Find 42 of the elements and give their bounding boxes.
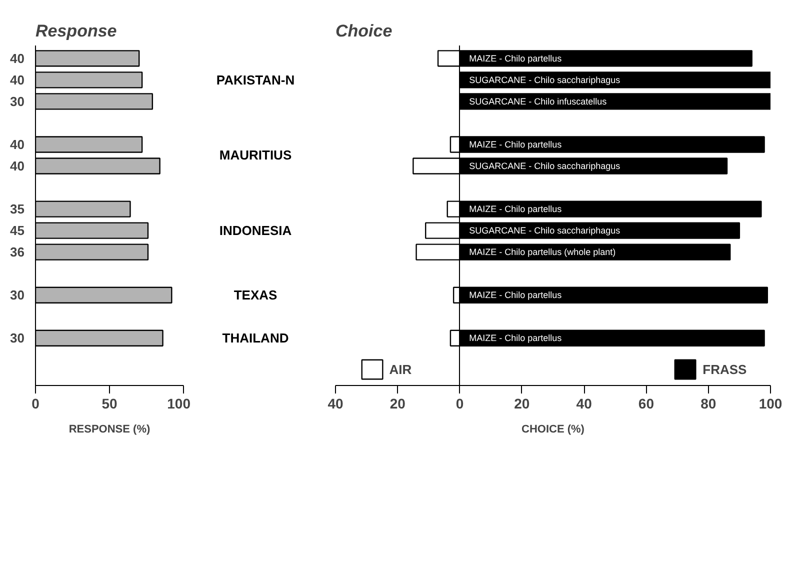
legend-label: FRASS	[702, 362, 747, 376]
x-tick-label: 40	[576, 396, 592, 412]
y-tick-label: 36	[10, 244, 25, 260]
x-axis-title: RESPONSE (%)	[68, 424, 150, 436]
y-tick-label: SUGARCANE - Chilo sacchariphagus	[469, 74, 621, 85]
x-tick-label: 20	[514, 396, 530, 412]
y-tick-label: 40	[10, 136, 25, 152]
text: TEXAS	[234, 288, 278, 303]
text: INDONESIA	[219, 223, 292, 238]
chart-title: Response	[36, 22, 117, 40]
y-tick-label: 45	[10, 223, 25, 238]
text: PAKISTAN-N	[216, 72, 295, 88]
text: MAURITIUS	[219, 148, 292, 163]
x-tick-label: 20	[390, 396, 406, 412]
y-tick-label: MAIZE - Chilo partellus	[469, 53, 562, 64]
y-tick-label: 30	[10, 330, 25, 346]
y-tick-label: 30	[10, 288, 25, 303]
y-tick-label: MAIZE - Chilo partellus	[469, 204, 562, 214]
x-tick-label: 0	[456, 396, 464, 412]
x-tick-label: 100	[167, 396, 191, 412]
text: THAILAND	[222, 330, 289, 346]
y-tick-label: SUGARCANE - Chilo sacchariphagus	[469, 161, 621, 172]
x-tick-label: 100	[758, 396, 782, 412]
x-tick-label: 40	[328, 396, 344, 412]
chart-title: Choice	[336, 22, 392, 40]
y-tick-label: 35	[10, 202, 25, 217]
x-tick-label: 80	[700, 396, 716, 412]
x-axis-title: CHOICE (%)	[522, 424, 585, 436]
legend-label: AIR	[389, 362, 412, 376]
y-tick-label: 30	[10, 94, 25, 109]
y-tick-label: SUGARCANE - Chilo sacchariphagus	[469, 226, 621, 236]
y-tick-label: MAIZE - Chilo partellus	[469, 290, 562, 300]
y-tick-label: 40	[10, 50, 25, 66]
y-tick-label: MAIZE - Chilo partellus (whole plant)	[469, 247, 616, 258]
y-tick-label: 40	[10, 72, 25, 88]
x-tick-label: 0	[32, 396, 40, 412]
x-tick-label: 50	[102, 396, 118, 412]
y-tick-label: 40	[10, 158, 25, 174]
x-tick-label: 60	[638, 396, 654, 412]
y-tick-label: MAIZE - Chilo partellus	[469, 139, 562, 150]
y-tick-label: MAIZE - Chilo partellus	[469, 333, 562, 344]
y-tick-label: SUGARCANE - Chilo infuscatellus	[469, 96, 608, 106]
